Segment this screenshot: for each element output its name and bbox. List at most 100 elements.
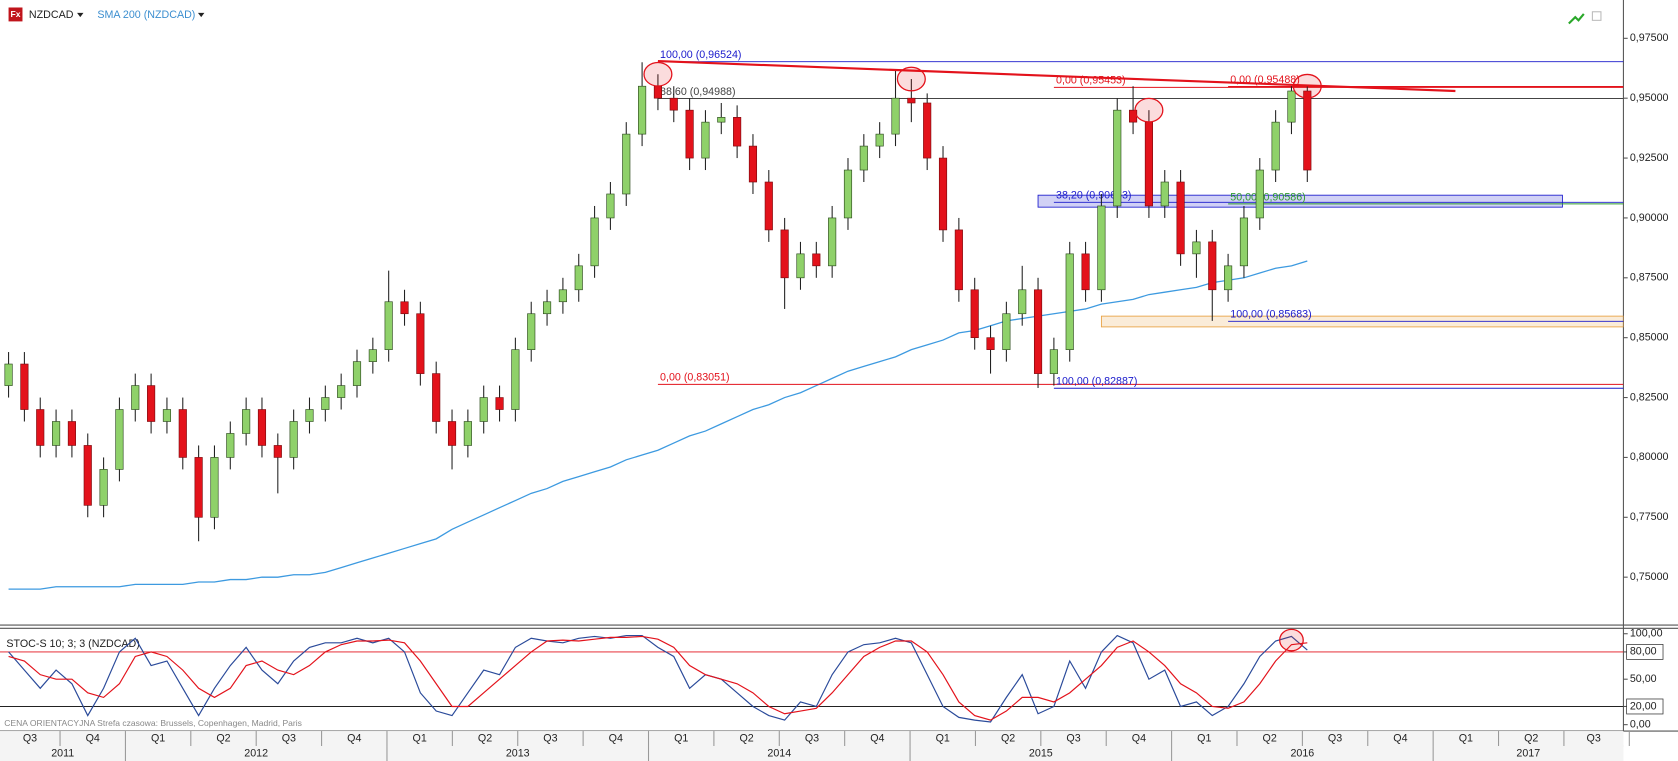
quarter-label: Q3 (23, 732, 37, 744)
candle-body (1033, 289, 1043, 374)
window-button[interactable] (1591, 11, 1602, 21)
quarter-label: Q4 (609, 732, 623, 744)
candle-body (859, 145, 868, 171)
candle-body (733, 117, 742, 147)
candle-body (907, 97, 916, 104)
highlight-circle (643, 61, 673, 87)
candle-body (36, 409, 45, 446)
symbol-dropdown[interactable] (77, 12, 84, 18)
candle-body (542, 301, 552, 315)
quarter-label: Q1 (151, 732, 165, 744)
candle-body (20, 363, 29, 410)
indicator-dropdown[interactable] (197, 12, 205, 18)
year-label: 2015 (1029, 747, 1053, 759)
candle-body (764, 181, 773, 231)
quarter-label: Q3 (543, 732, 557, 744)
highlight-circle (1292, 73, 1322, 99)
candle-body (1081, 253, 1090, 291)
quarter-label: Q1 (674, 732, 688, 744)
candle-body (1303, 90, 1312, 171)
y-tick-label: 80,00 (1630, 646, 1657, 658)
candle-body (938, 157, 948, 231)
candle-body (717, 117, 726, 123)
trendline (657, 60, 1456, 93)
candle-body (416, 313, 425, 374)
highlight-circle (896, 66, 926, 92)
stochastic-line (8, 634, 1308, 723)
candle-body (257, 409, 267, 446)
quarter-label: Q3 (1066, 732, 1080, 744)
y-tick-label: 0,95000 (1630, 92, 1669, 104)
indicator-name[interactable]: SMA 200 (NZDCAD) (97, 9, 195, 21)
quarter-label: Q2 (739, 732, 753, 744)
candle-body (986, 337, 995, 350)
y-tick-label: 0,00 (1630, 718, 1651, 730)
level-label: 38,20 (0,90653) (1056, 190, 1131, 202)
quarter-label: Q3 (282, 732, 296, 744)
candle-body (1271, 121, 1280, 171)
candle-body (194, 457, 203, 518)
candle-body (368, 349, 377, 362)
candle-body (701, 121, 710, 159)
candle-body (1255, 169, 1264, 219)
candle-body (337, 385, 346, 398)
quarter-label: Q4 (1393, 732, 1407, 744)
quarter-label: Q2 (216, 732, 230, 744)
candle-body (891, 97, 900, 135)
candle-body (1176, 181, 1185, 255)
candle-body (463, 421, 472, 446)
quarter-label: Q4 (870, 732, 884, 744)
candle-body (669, 97, 678, 111)
candle-body (1018, 289, 1027, 315)
candle-body (447, 421, 457, 446)
stochastic-line (8, 635, 1308, 721)
candle-body (210, 457, 219, 518)
quarter-label: Q2 (1524, 732, 1538, 744)
candle-body (812, 253, 821, 267)
candle-body (527, 313, 536, 350)
candle-body (828, 217, 837, 267)
candle-body (432, 373, 441, 422)
year-label: 2013 (506, 747, 530, 759)
footer-note: CENA ORIENTACYJNA Strefa czasowa: Brusse… (4, 718, 302, 728)
year-label: 2016 (1290, 747, 1314, 759)
symbol-icon (8, 7, 23, 22)
level-label: 0,00 (0,83051) (660, 372, 730, 384)
tick-box (1626, 698, 1664, 715)
candle-body (574, 265, 583, 291)
candle-body (1239, 217, 1249, 267)
candle-body (875, 133, 884, 147)
candle-body (83, 445, 92, 506)
candle-body (606, 193, 615, 219)
y-tick-label: 20,00 (1630, 700, 1657, 712)
quarter-label: Q1 (936, 732, 950, 744)
y-tick-label: 0,87500 (1630, 272, 1669, 284)
candle-body (1208, 241, 1217, 291)
candle-body (495, 397, 504, 410)
quarter-label: Q4 (1132, 732, 1146, 744)
zone (1037, 194, 1563, 208)
symbol-icon-text: Fx (11, 9, 21, 19)
trend-icon[interactable] (1568, 13, 1585, 25)
candle-body (1160, 181, 1169, 207)
level-label: 50,00 (0,90586) (1230, 191, 1305, 203)
candle-body (305, 409, 314, 422)
candle-body (289, 421, 298, 458)
candle-body (780, 229, 789, 279)
candle-body (479, 397, 488, 422)
candle-body (226, 433, 235, 458)
candle-body (1224, 265, 1233, 291)
candle-body (384, 301, 393, 350)
stochastic-title: STOC-S 10; 3; 3 (NZDCAD) (6, 638, 139, 650)
candle-body (748, 145, 758, 183)
level-label: 100,00 (0,85683) (1230, 309, 1311, 321)
y-tick-label: 0,77500 (1630, 511, 1669, 523)
sma-line (8, 260, 1308, 590)
candle-body (558, 289, 567, 303)
symbol[interactable]: NZDCAD (29, 9, 74, 21)
quarter-label: Q4 (86, 732, 100, 744)
quarter-label: Q3 (1587, 732, 1601, 744)
candle-body (67, 421, 76, 446)
